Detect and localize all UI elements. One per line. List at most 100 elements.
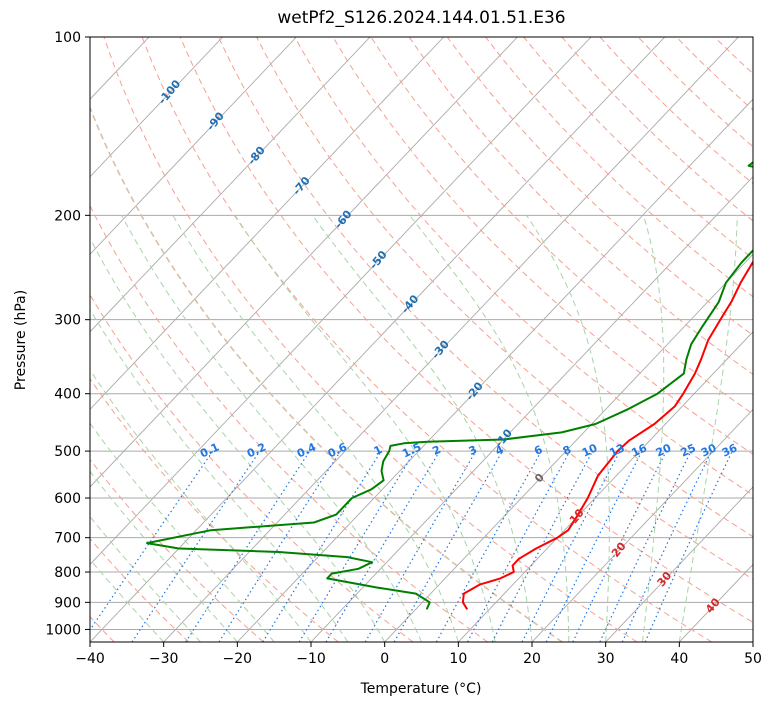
mixing-ratio-line [572,450,667,642]
dry-adiabat-line [294,37,753,496]
isotherm-line [90,37,224,178]
y-tick-label: 500 [54,444,81,460]
dry-adiabat-line [523,37,753,260]
mixing-ratio-label: 36 [720,441,740,459]
dry-adiabat-line [103,37,638,642]
dry-adiabat-line [446,37,753,336]
background-lines [0,37,753,642]
isotherm-line [458,331,753,642]
mixing-ratio-label: 6 [532,443,545,458]
isotherm-line [90,37,445,411]
mixing-ratio-line [364,450,477,642]
mixing-ratio-line [621,450,713,642]
isotherm-line [90,37,371,333]
x-tick-label: −40 [75,651,105,667]
dry-adiabat-line [752,37,753,39]
dry-adiabat-line [332,37,753,455]
x-axis-label: Temperature (°C) [360,681,482,697]
dewpoint-profile-line [146,161,753,610]
mixing-ratio-label: 10 [580,441,600,459]
y-tick-label: 600 [54,491,81,507]
dry-adiabat-label: -70 [290,174,313,198]
moist-adiabat-line [409,214,570,642]
y-axis-label: Pressure (hPa) [13,290,29,390]
data-lines [146,161,753,610]
x-tick-label: −20 [223,651,253,667]
isotherm-line [0,37,75,642]
mixing-ratio-line [298,450,416,642]
moist-adiabat-line [642,215,665,642]
y-tick-label: 300 [54,313,81,329]
dry-adiabat-label: -80 [245,144,268,168]
moist-adiabat-line [678,215,738,642]
moist-adiabat-line [90,470,238,642]
mixing-ratio-label: 0.2 [245,440,268,460]
dry-adiabat-label: -50 [367,248,390,272]
moist-adiabat-line [90,237,386,642]
x-tick-label: 10 [449,651,467,667]
moist-adiabat-line [90,515,201,642]
mixing-ratio-label: 25 [679,441,698,459]
dry-adiabat-line [217,37,753,580]
mixing-ratio-label: 3 [467,443,479,458]
dry-adiabat-line [141,37,712,642]
dry-adiabat-line [90,204,488,642]
isotherm-line [0,37,2,642]
y-tick-label: 700 [54,531,81,547]
dry-adiabat-label: -30 [429,338,452,362]
dry-adiabat-label: -40 [399,292,422,316]
mixing-ratio-line [599,450,692,642]
dry-adiabat-line [485,37,753,298]
axis-ticks: −40 −30 −20 −10 0 10 20 30 40 50 1000 900 800 700 600 5… [45,30,762,667]
dry-adiabat-line [179,37,753,623]
moist-adiabat-line [312,215,533,642]
dry-adiabat-label: 40 [703,595,723,615]
dry-adiabat-line [90,377,339,642]
isotherm-line [384,253,753,642]
x-tick-label: −10 [296,651,326,667]
isotherm-line [90,37,592,566]
isotherm-line [90,37,297,255]
x-tick-label: 30 [597,651,615,667]
y-tick-label: 400 [54,387,81,403]
moist-adiabat-line [121,215,422,642]
mixing-ratio-label: 0.1 [198,440,221,460]
mixing-ratio-label: 20 [654,441,674,459]
isotherm-line [163,37,739,642]
dry-adiabat-line [714,37,753,75]
guide-curve [90,105,563,642]
isoline-labels: 0.1 0.2 0.4 0.6 1 1.5 2 3 4 6 8 10 13 16 20 25 30 36-100-… [156,77,740,616]
plot-frame [89,36,754,643]
mixing-ratio-line [185,450,311,642]
y-tick-label: 900 [54,595,81,611]
isotherm-line [237,98,753,642]
dry-adiabat-line [637,37,753,148]
dry-adiabat-label: -60 [332,207,355,231]
mixing-ratio-label: 16 [630,441,650,459]
chart-title: wetPf2_S126.2024.144.01.51.E36 [277,8,566,28]
mixing-ratio-label: 0.4 [295,440,318,460]
dry-adiabat-label: 20 [609,539,629,559]
dry-adiabat-line [370,37,753,415]
mixing-ratio-line [131,450,261,642]
moist-adiabat-line [90,308,349,642]
mixing-ratio-label: 2 [430,443,442,458]
x-tick-label: 20 [523,651,541,667]
y-tick-label: 800 [54,565,81,581]
x-tick-label: 40 [670,651,688,667]
temperature-profile-line [461,260,753,610]
mixing-ratio-label: 1 [372,443,384,458]
x-tick-label: 50 [744,651,762,667]
x-tick-label: 0 [380,651,389,667]
dry-adiabat-line [561,37,753,222]
moist-adiabat-line [90,558,165,642]
y-tick-label: 1000 [45,622,81,638]
dry-adiabat-line [408,37,753,375]
x-tick-label: −30 [149,651,179,667]
y-tick-label: 200 [54,208,81,224]
mixing-ratio-label: 0.6 [326,440,349,460]
moist-adiabat-line [90,422,275,642]
mixing-ratio-line [644,450,733,642]
dry-adiabat-label: -90 [204,109,227,133]
dry-adiabat-line [90,293,414,642]
